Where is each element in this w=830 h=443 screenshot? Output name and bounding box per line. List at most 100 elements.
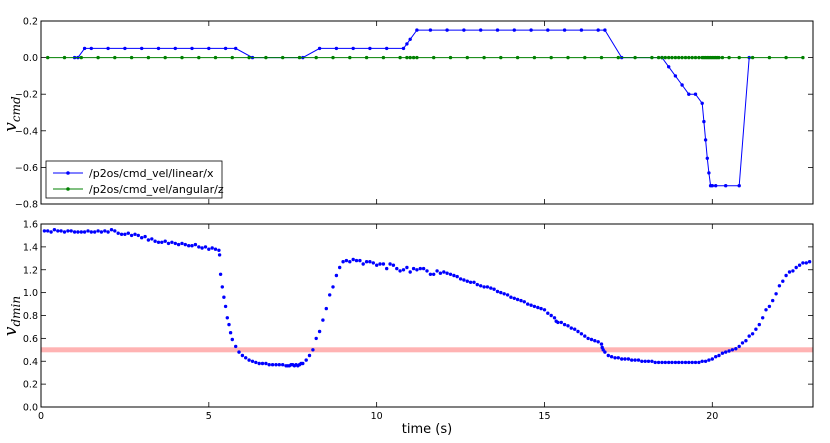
bottom-scatter-point: [428, 272, 433, 276]
bottom-scatter-point: [227, 322, 231, 327]
bottom-x-tick-label: 0: [38, 411, 44, 422]
bottom-scatter-point: [438, 271, 443, 275]
top-series-1-point: [697, 55, 701, 60]
top-series-0-point: [700, 101, 704, 106]
bottom-scatter-point: [435, 269, 439, 273]
bottom-scatter-point: [717, 353, 721, 358]
bottom-scatter-point: [140, 236, 144, 240]
bottom-scatter-point: [499, 290, 503, 295]
bottom-scatter-point: [579, 332, 584, 336]
bottom-scatter-point: [200, 246, 204, 250]
top-series-1-point: [398, 55, 402, 60]
top-series-0-point: [123, 46, 127, 51]
bottom-scatter-point: [267, 363, 271, 367]
bottom-scatter-point: [244, 356, 248, 360]
bottom-scatter-point: [636, 358, 641, 362]
top-series-1-point: [515, 55, 520, 60]
top-series-1-point: [331, 55, 335, 60]
top-series-1-point: [737, 55, 741, 60]
bottom-scatter-point: [640, 359, 644, 363]
bottom-scatter-point: [72, 230, 77, 234]
bottom-scatter-point: [458, 277, 463, 281]
top-y-axis-label-main: v: [1, 122, 21, 132]
top-y-tick-label: 0.2: [23, 17, 38, 28]
bottom-scatter-point: [633, 358, 637, 362]
bottom-scatter-point: [804, 261, 808, 265]
bottom-scatter-point: [807, 260, 812, 264]
bottom-scatter-point: [146, 238, 151, 242]
bottom-scatter-point: [163, 239, 167, 243]
bottom-scatter-point: [727, 349, 731, 353]
bottom-scatter-point: [304, 358, 308, 362]
top-series-0-line: [74, 29, 750, 187]
legend-label-linear-x: /p2os/cmd_vel/linear/x: [89, 167, 214, 180]
bottom-x-tick-label: 5: [206, 411, 212, 422]
bottom-scatter-point: [562, 322, 567, 327]
top-series-1-point: [247, 55, 251, 60]
top-series-0-point: [579, 28, 584, 32]
bottom-plot-area: [41, 228, 813, 368]
bottom-scatter-point: [724, 350, 728, 354]
bottom-scatter-point: [69, 229, 73, 233]
bottom-scatter-point: [573, 327, 577, 331]
bottom-scatter-point: [589, 337, 594, 342]
bottom-scatter-point: [777, 284, 782, 288]
bottom-scatter-point: [761, 316, 765, 320]
bottom-scatter-point: [341, 260, 345, 264]
bottom-scatter-point: [536, 305, 540, 310]
bottom-scatter-point: [361, 262, 365, 266]
top-series-0-point: [351, 46, 355, 51]
bottom-scatter-point: [82, 230, 87, 234]
bottom-scatter-point: [344, 258, 349, 263]
top-series-1-point: [129, 55, 134, 60]
bottom-y-tick-label: 0.6: [23, 334, 38, 345]
top-series-1-point: [499, 55, 503, 60]
top-series-0-point: [106, 46, 110, 51]
bottom-scatter-point: [76, 230, 80, 234]
bottom-scatter-point: [734, 347, 738, 351]
top-series-1-point: [720, 55, 725, 60]
top-series-1-point: [96, 55, 100, 60]
bottom-x-tick-label: 10: [371, 411, 383, 422]
bottom-scatter-point: [794, 265, 798, 270]
top-series-1-point: [482, 55, 486, 60]
bottom-scatter-point: [737, 344, 741, 349]
bottom-scatter-point: [781, 279, 785, 283]
top-series-1-point: [364, 55, 369, 60]
bottom-scatter-point: [348, 260, 352, 264]
bottom-scatter-point: [213, 247, 218, 251]
bottom-scatter-point: [603, 350, 607, 354]
bottom-scatter-point: [593, 339, 597, 343]
top-series-1-point: [616, 55, 620, 60]
bottom-scatter-point: [270, 363, 275, 367]
bottom-scatter-point: [96, 229, 100, 233]
top-series-0-point: [512, 28, 516, 32]
bottom-scatter-point: [687, 360, 691, 365]
bottom-scatter-point: [66, 229, 70, 233]
bottom-scatter-point: [693, 360, 698, 365]
bottom-scatter-point: [566, 324, 570, 328]
bottom-scatter-point: [240, 353, 245, 358]
top-series-0-point: [82, 46, 87, 51]
bottom-scatter-point: [479, 284, 483, 288]
bottom-scatter-point: [489, 286, 493, 290]
bottom-y-tick-label: 1.6: [23, 220, 38, 231]
top-series-0-point: [428, 28, 433, 32]
top-series-1-point: [693, 55, 698, 60]
bottom-scatter-point: [230, 337, 234, 342]
bottom-scatter-point: [220, 285, 224, 289]
bottom-scatter-point: [599, 342, 604, 346]
top-y-tick-label: −0.2: [15, 90, 38, 101]
top-series-0-point: [687, 92, 691, 96]
top-series-1-point: [599, 55, 604, 60]
bottom-x-tick-label: 20: [706, 411, 718, 422]
bottom-scatter-point: [583, 334, 587, 338]
top-series-0-point: [401, 46, 406, 51]
bottom-scatter-point: [529, 303, 533, 307]
bottom-scatter-point: [680, 360, 684, 365]
bottom-scatter-point: [176, 242, 181, 247]
top-series-0-point: [529, 28, 533, 32]
bottom-scatter-point: [401, 268, 406, 272]
bottom-scatter-point: [166, 241, 171, 246]
bottom-scatter-point: [707, 358, 711, 362]
